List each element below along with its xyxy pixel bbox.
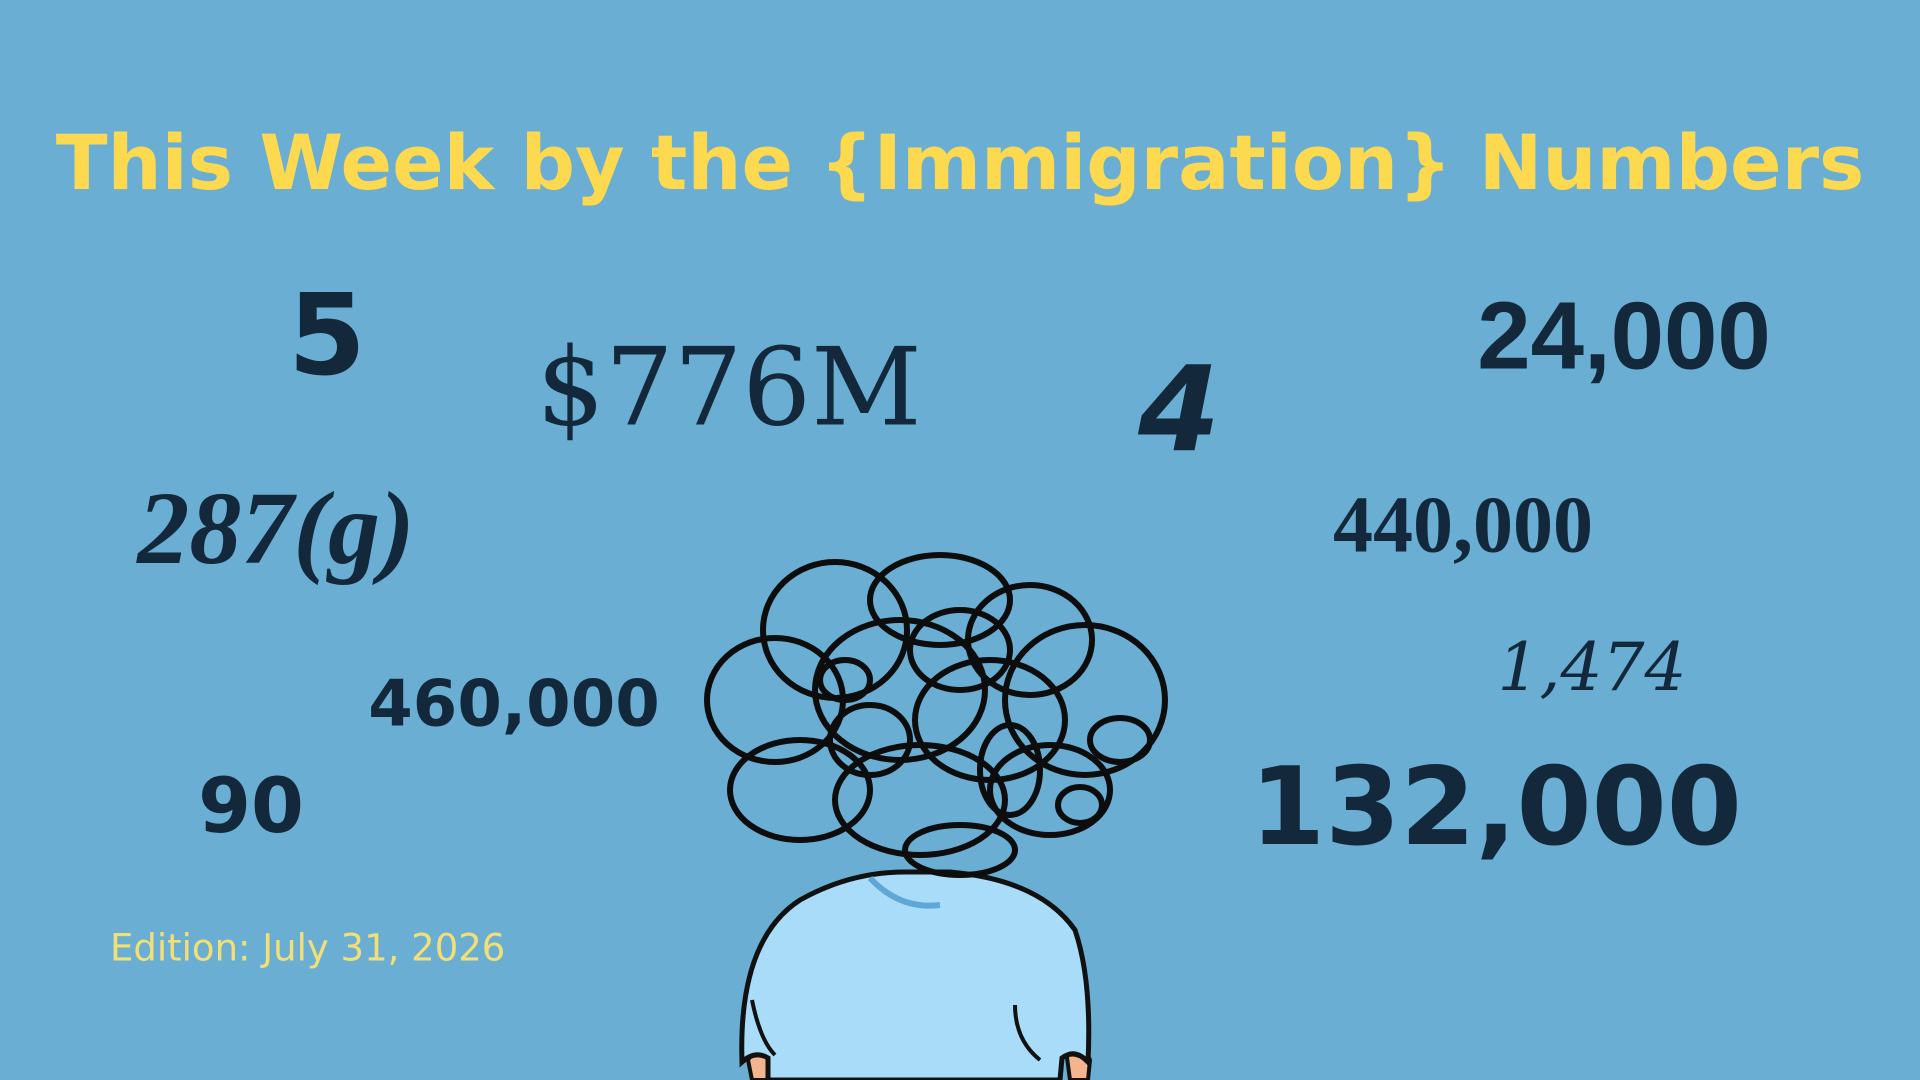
person-illustration xyxy=(704,552,1168,1080)
figure: 287(g) xyxy=(135,471,414,586)
figure: $776M xyxy=(536,325,921,450)
edition: Edition: July 31, 2026 xyxy=(110,927,505,970)
figure: 90 xyxy=(198,761,304,850)
figure: 440,000 xyxy=(1333,481,1593,569)
figure: 24,000 xyxy=(1477,282,1771,389)
figure: 5 xyxy=(288,271,366,401)
figure: 460,000 xyxy=(368,668,660,742)
figure: 4 xyxy=(1137,340,1220,478)
title: This Week by the {Immigration} Numbers xyxy=(56,118,1865,207)
figure: 132,000 xyxy=(1250,745,1742,870)
figure: 1,474 xyxy=(1498,629,1687,706)
